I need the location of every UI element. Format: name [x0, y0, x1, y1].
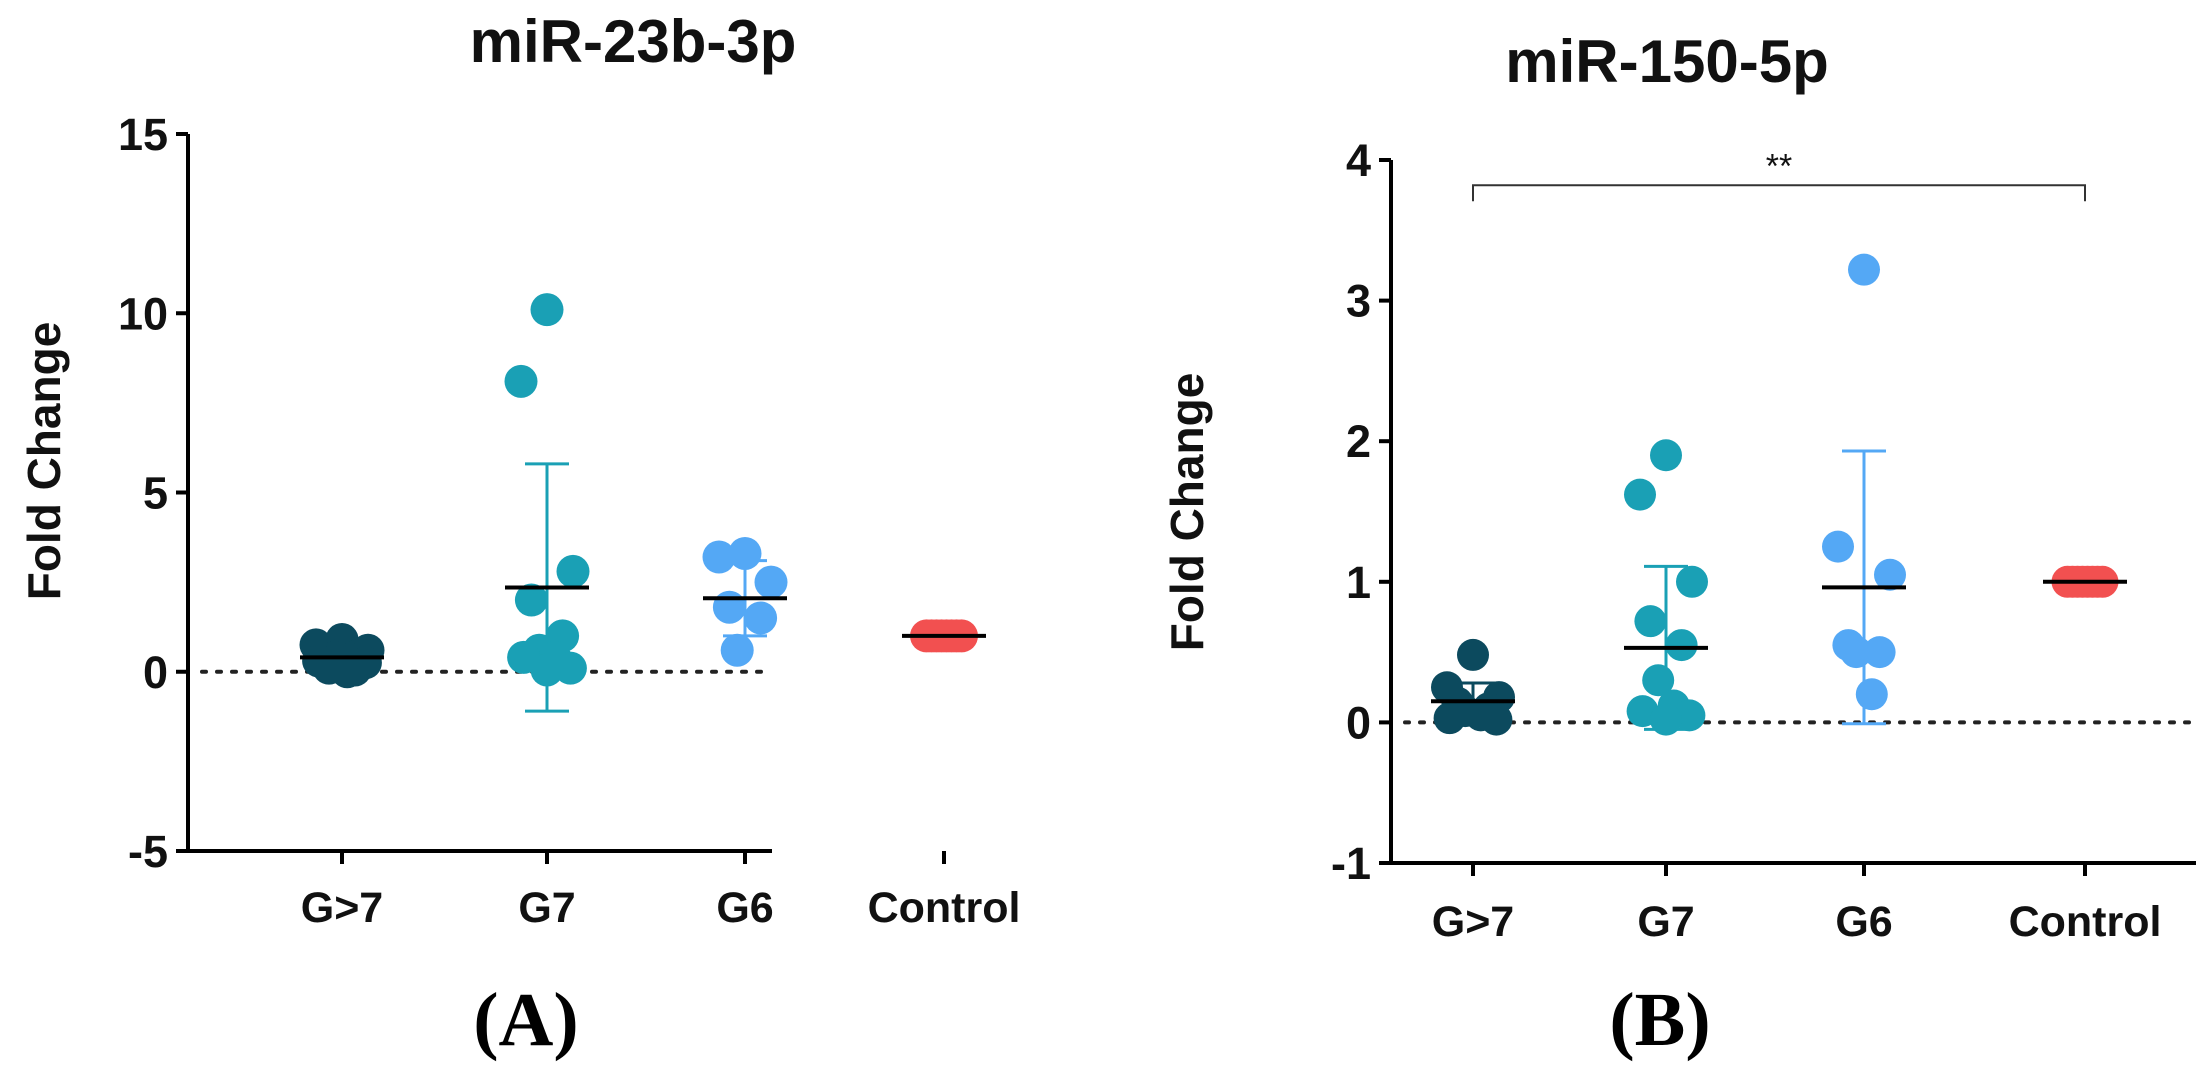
chart-b-data-point [1480, 703, 1513, 736]
chart-a-data-point [530, 653, 564, 687]
chart-b-y-tick-label: 1 [1346, 557, 1371, 608]
chart-a-x-tick-label: G7 [518, 884, 575, 932]
chart-a-data-point [514, 583, 548, 617]
chart-b-data-point [1855, 678, 1888, 711]
chart-a-y-tick-label: -5 [128, 826, 168, 877]
chart-b-y-tick-label: 4 [1346, 135, 1371, 186]
chart-a-x-tick-label: G>7 [301, 884, 383, 932]
chart-b-y-tick-label: 2 [1346, 416, 1371, 467]
chart-b-y-tick-label: 3 [1346, 276, 1371, 327]
chart-b-data-point [1874, 558, 1906, 591]
chart-a-plot-area: -5 0 5 10 15 G>7 G7 G6 Control [118, 109, 1020, 932]
chart-b-panel-label: (B) [1609, 978, 1710, 1062]
chart-a-x-tick-label: Control [868, 884, 1021, 932]
chart-a-data-point [504, 364, 538, 398]
chart-b-data-point [1624, 478, 1656, 511]
chart-b-data-point [1665, 629, 1698, 662]
chart-a-data-point [728, 536, 762, 570]
chart-a-data-point [712, 590, 746, 624]
chart-a-data-point [330, 655, 364, 689]
chart-a-data-point [720, 633, 754, 667]
chart-b-x-tick-label: G7 [1637, 898, 1694, 946]
chart-panel-b: miR-150-5p Fold Change -1 0 1 2 3 4 G>7 G7 G6 Con… [1161, 28, 2196, 1062]
chart-a-y-tick-label: 5 [143, 468, 168, 519]
chart-b-title: miR-150-5p [1505, 28, 1828, 95]
chart-a-y-tick-label: 0 [143, 647, 168, 698]
chart-b-plot-area: -1 0 1 2 3 4 G>7 G7 G6 Control ** [1331, 135, 2196, 946]
chart-b-data-point [1457, 638, 1489, 671]
chart-b-data-point [1650, 439, 1682, 472]
chart-a-x-tick-label: G6 [716, 884, 773, 932]
chart-a-data-point [556, 554, 590, 588]
chart-b-y-tick-label: 0 [1346, 697, 1371, 748]
chart-b-x-tick-label: Control [2009, 898, 2162, 946]
chart-a-y-axis-label: Fold Change [18, 322, 70, 601]
chart-b-data-point [1863, 636, 1896, 669]
chart-b-data-point [1676, 565, 1708, 598]
chart-a-y-tick-label: 10 [118, 288, 168, 339]
chart-b-data-point [1433, 702, 1466, 735]
chart-b-data-point [1848, 253, 1880, 286]
chart-b-data-point [1822, 530, 1854, 563]
chart-b-data-point [1650, 703, 1682, 736]
chart-b-data-point [1840, 636, 1873, 669]
chart-b-significance-bracket [1472, 184, 2086, 202]
chart-b-data-point [1634, 605, 1667, 638]
chart-a-data-point [754, 565, 788, 599]
chart-b-x-tick-label: G>7 [1432, 898, 1514, 946]
chart-b-data-point [1642, 664, 1675, 697]
chart-a-y-tick-label: 15 [118, 109, 168, 160]
chart-a-data-point [530, 293, 564, 327]
chart-b-y-tick-label: -1 [1331, 838, 1371, 889]
chart-a-panel-label: (A) [473, 978, 579, 1062]
chart-b-x-tick-label: G6 [1835, 898, 1892, 946]
chart-a-data-point [744, 601, 778, 635]
chart-panel-a: miR-23b-3p Fold Change -5 0 5 10 15 G>7 G7 G6 Co… [18, 8, 1020, 1062]
chart-b-significance-label: ** [1766, 147, 1792, 185]
chart-a-title: miR-23b-3p [470, 8, 797, 75]
chart-a-data-point [702, 540, 736, 574]
chart-b-y-axis-label: Fold Change [1161, 373, 1213, 652]
